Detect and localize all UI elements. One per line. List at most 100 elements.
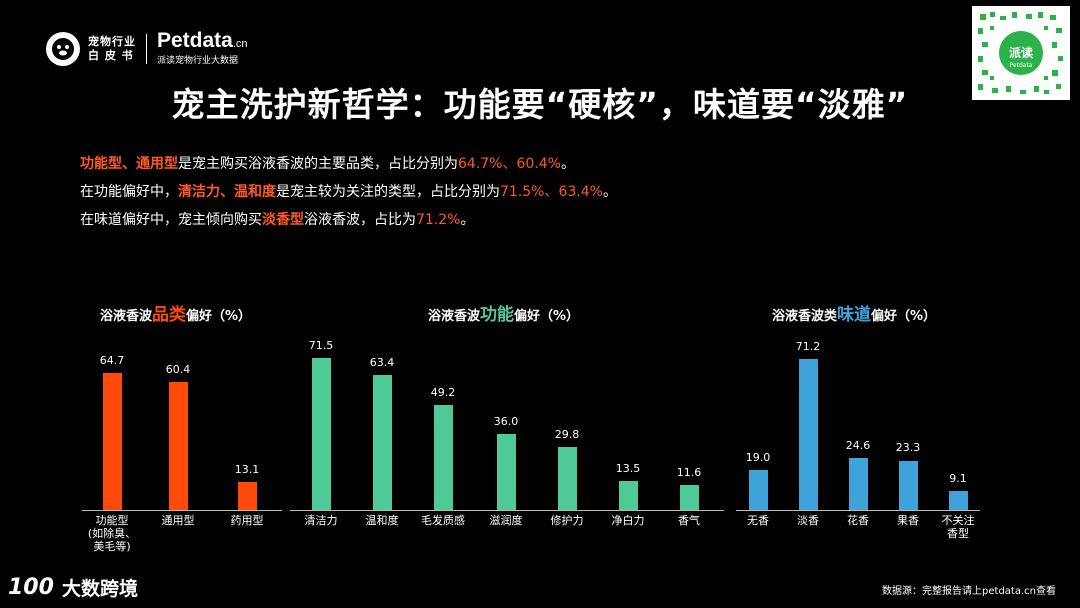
chart-title-suffix: 偏好（%）: [186, 309, 252, 324]
data-label: 13.5: [615, 462, 641, 476]
chart-title-prefix: 浴液香波类: [772, 309, 838, 324]
summary-text-segment: 在味道偏好中，宠主倾向购买: [80, 212, 262, 228]
category-label-line: 香型: [947, 527, 969, 540]
category-label-line: 美毛等): [93, 540, 131, 553]
category-label: 清洁力: [291, 514, 351, 527]
logo-line1: 宠物行业: [88, 34, 136, 48]
data-label: 9.1: [949, 471, 967, 485]
footer-brand: 大数跨境: [61, 578, 138, 600]
category-label-line: 滋润度: [489, 514, 523, 527]
chart-title-prefix: 浴液香波: [100, 309, 153, 324]
highlight-text: 71.5%、63.4%: [500, 184, 603, 200]
data-label: 24.6: [845, 438, 871, 452]
bar: [557, 446, 577, 510]
category-label: 修护力: [537, 514, 597, 527]
bar: [748, 469, 768, 510]
category-label: 毛发质感: [413, 514, 473, 527]
chart-axis: [736, 330, 980, 511]
data-label: 36.0: [493, 414, 519, 428]
header-logo: 宠物行业 白 皮 书 Petdata.cn 派读宠物行业大数据: [46, 30, 248, 67]
highlight-text: 功能型、通用型: [80, 156, 178, 172]
summary-line: 在味道偏好中，宠主倾向购买淡香型浴液香波，占比为71.2%。: [80, 206, 617, 234]
data-label: 11.6: [676, 466, 702, 480]
bar: [102, 372, 122, 510]
pet-logo-icon: [46, 31, 80, 66]
bar: [948, 490, 968, 510]
category-label: 果香: [878, 514, 938, 527]
whitepaper-label: 宠物行业 白 皮 书: [88, 35, 136, 63]
data-label: 71.5: [308, 339, 334, 353]
chart-title: 浴液香波品类偏好（%）: [100, 300, 251, 325]
category-label-line: 淡香: [797, 514, 819, 527]
brand-suffix: .cn: [232, 38, 248, 50]
category-label: 净白力: [598, 514, 658, 527]
chart-title-emphasis: 功能: [480, 305, 515, 325]
category-label: 功能型 (如除臭、 美毛等): [82, 514, 142, 553]
category-label-line: 毛发质感: [421, 514, 465, 527]
chart-title-suffix: 偏好（%）: [514, 309, 580, 324]
category-label-line: 净白力: [611, 514, 645, 527]
bar: [798, 358, 818, 510]
chart-axis: [290, 330, 724, 511]
data-label: 19.0: [745, 450, 771, 464]
data-label: 63.4: [369, 356, 395, 370]
mini-program-qr-code[interactable]: 派读 Petdata: [972, 6, 1070, 100]
summary-text-segment: 。: [560, 156, 575, 172]
summary-text: 功能型、通用型是宠主购买浴液香波的主要品类，占比分别为64.7%、60.4%。在…: [80, 150, 617, 234]
category-label-line: 花香: [847, 514, 869, 527]
data-label: 23.3: [895, 441, 921, 455]
summary-text-segment: 在功能偏好中，: [80, 184, 178, 200]
category-label: 淡香: [778, 514, 838, 527]
category-label: 温和度: [352, 514, 412, 527]
summary-line: 在功能偏好中，清洁力、温和度是宠主较为关注的类型，占比分别为71.5%、63.4…: [80, 178, 617, 206]
category-label-line: 无香: [747, 514, 769, 527]
brand-name: Petdata: [157, 29, 233, 52]
highlight-text: 64.7%、60.4%: [458, 156, 561, 172]
data-label: 49.2: [430, 386, 456, 400]
qr-center-sub: Petdata: [1010, 62, 1033, 69]
summary-line: 功能型、通用型是宠主购买浴液香波的主要品类，占比分别为64.7%、60.4%。: [80, 150, 617, 178]
chart-title-prefix: 浴液香波: [428, 309, 481, 324]
highlight-text: 淡香型: [262, 212, 304, 228]
summary-text-segment: 是宠主购买浴液香波的主要品类，占比分别为: [178, 156, 458, 172]
category-label-line: 通用型: [161, 514, 195, 527]
bar: [168, 381, 188, 510]
bar: [311, 358, 331, 510]
chart-title-emphasis: 味道: [837, 305, 872, 325]
category-label: 滋润度: [476, 514, 536, 527]
page-title: 宠主洗护新哲学：功能要“硬核”，味道要“淡雅”: [171, 85, 909, 124]
footer-brand-mark: 100: [8, 575, 54, 600]
category-label-line: 不关注: [941, 514, 975, 527]
bar: [237, 482, 257, 510]
bar: [496, 433, 516, 510]
bar: [898, 460, 918, 510]
logo-divider: [146, 33, 147, 64]
bar: [372, 375, 392, 510]
bar: [618, 481, 638, 510]
chart-axis: [82, 330, 282, 511]
qr-center-label: 派读: [1009, 45, 1033, 60]
data-label: 60.4: [165, 362, 191, 376]
category-label: 药用型: [217, 514, 277, 527]
brand-block: Petdata.cn 派读宠物行业大数据: [157, 30, 248, 67]
highlight-text: 71.2%: [416, 212, 461, 228]
summary-text-segment: 是宠主较为关注的类型，占比分别为: [276, 184, 500, 200]
category-label: 无香: [728, 514, 788, 527]
chart-title: 浴液香波功能偏好（%）: [428, 300, 579, 325]
summary-text-segment: 。: [602, 184, 617, 200]
category-label: 通用型: [148, 514, 208, 527]
data-source-note: 数据源：完整报告请上petdata.cn查看: [882, 586, 1056, 597]
bar: [433, 405, 453, 510]
chart-title: 浴液香波类味道偏好（%）: [772, 300, 936, 325]
category-label-line: (如除臭、: [87, 527, 137, 540]
category-label-line: 功能型: [95, 514, 129, 527]
summary-text-segment: 浴液香波，占比为: [304, 212, 416, 228]
highlight-text: 清洁力、温和度: [178, 184, 276, 200]
category-label-line: 药用型: [230, 514, 264, 527]
summary-text-segment: 。: [460, 212, 475, 228]
data-label: 64.7: [99, 353, 125, 367]
category-label-line: 清洁力: [304, 514, 338, 527]
category-label-line: 果香: [897, 514, 919, 527]
data-label: 71.2: [795, 339, 821, 353]
bar: [679, 485, 699, 510]
